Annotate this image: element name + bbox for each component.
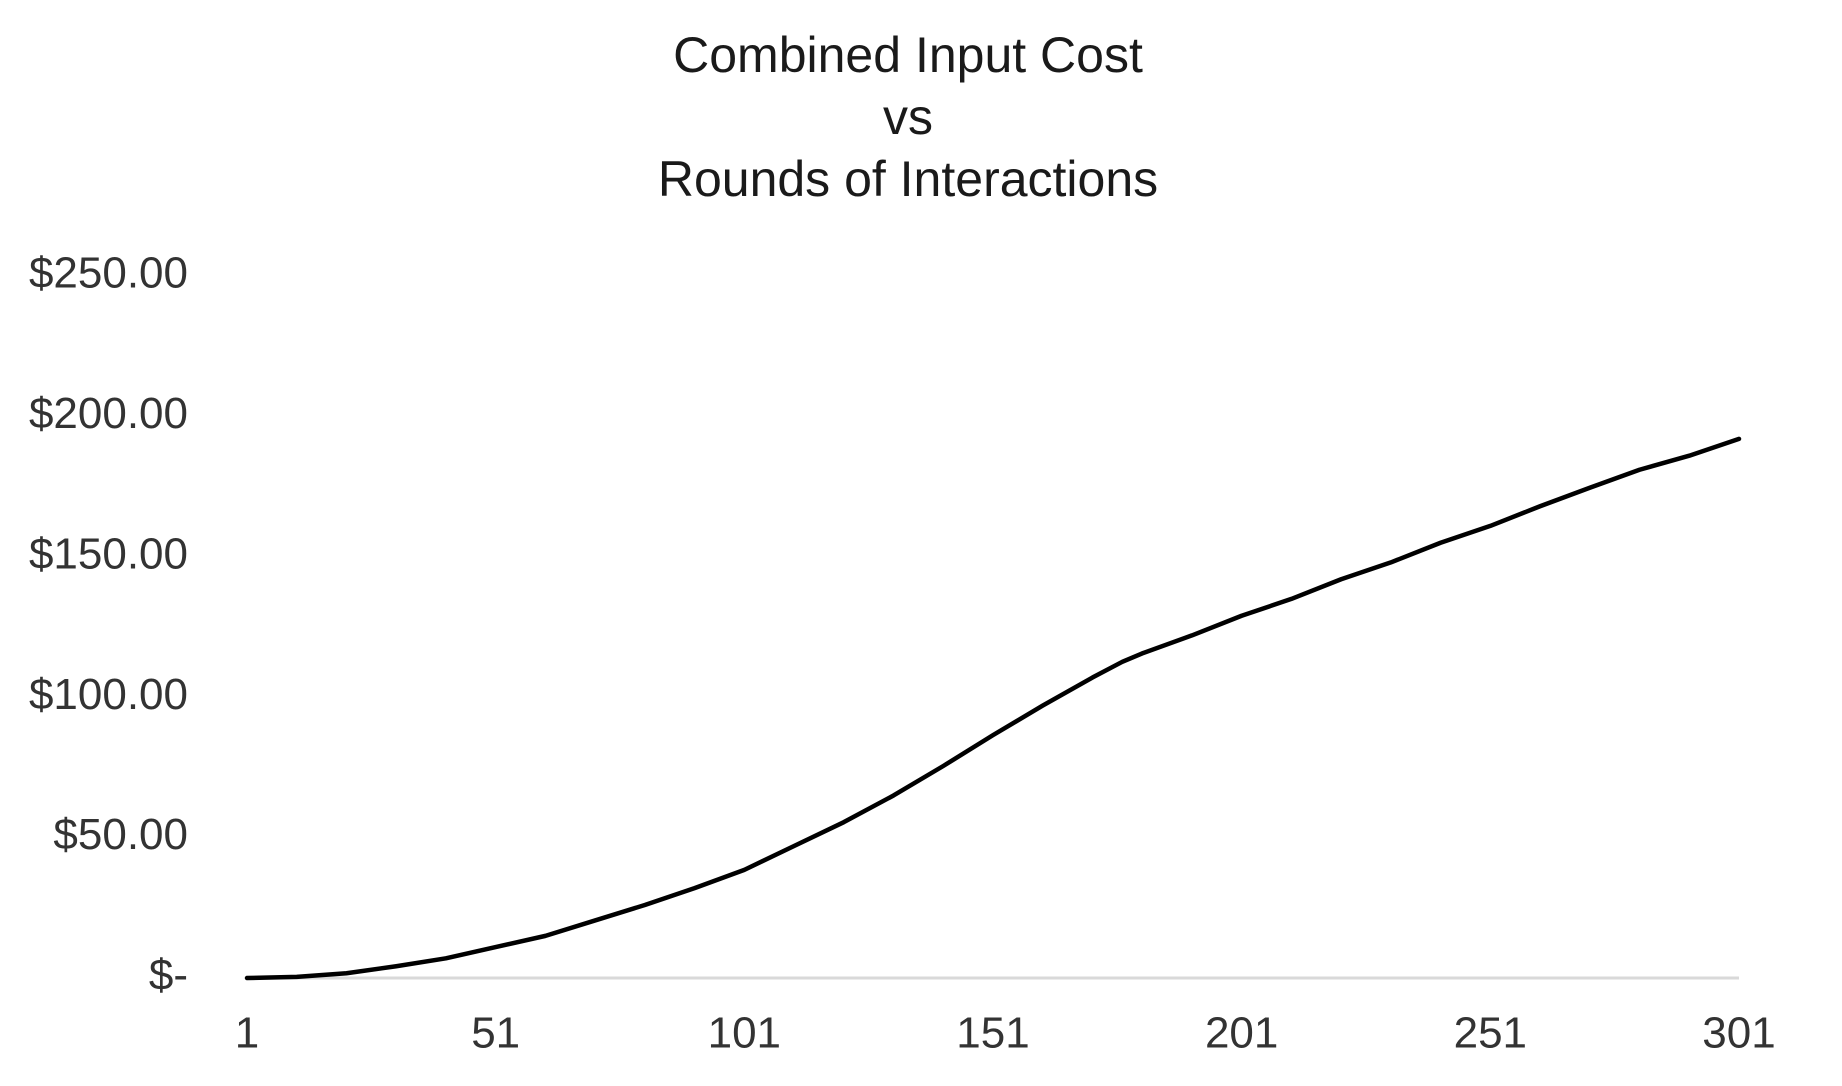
x-tick-label: 201 <box>1205 1009 1278 1058</box>
y-tick-label: $200.00 <box>29 389 188 438</box>
y-tick-label: $250.00 <box>29 249 188 298</box>
y-tick-label: $150.00 <box>29 529 188 578</box>
title-group: Combined Input Cost vs Rounds of Interacti… <box>658 27 1158 207</box>
x-tick-label: 301 <box>1702 1009 1775 1058</box>
x-tick-label: 51 <box>471 1009 520 1058</box>
y-tick-label: $50.00 <box>53 810 188 859</box>
chart-title: Rounds of Interactions <box>658 151 1158 207</box>
chart-title: vs <box>883 89 933 145</box>
y-tick-label: $100.00 <box>29 670 188 719</box>
y-tick-label: $- <box>149 951 188 1000</box>
chart-title: Combined Input Cost <box>673 27 1143 83</box>
x-tick-label: 1 <box>235 1009 259 1058</box>
x-tick-label: 151 <box>956 1009 1029 1058</box>
data-line <box>244 436 1742 981</box>
x-tick-label: 101 <box>708 1009 781 1058</box>
x-tick-label: 251 <box>1454 1009 1527 1058</box>
